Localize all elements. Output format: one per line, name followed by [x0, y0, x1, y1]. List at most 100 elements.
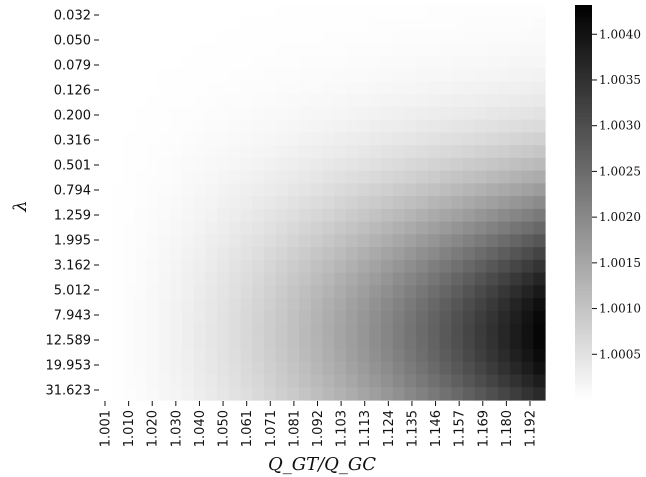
colorbar-segment: [575, 218, 592, 223]
heatmap-cell: [146, 30, 160, 44]
heatmap-cell: [357, 196, 370, 210]
heatmap-cell: [252, 30, 265, 44]
heatmap-cell: [158, 336, 171, 350]
heatmap-cell: [416, 183, 429, 197]
heatmap-cell: [193, 81, 206, 95]
y-tick-label: 19.953: [46, 359, 92, 374]
heatmap-cell: [263, 336, 277, 350]
heatmap-cell: [451, 145, 464, 159]
heatmap-cell: [100, 119, 113, 134]
heatmap-cell: [170, 349, 183, 363]
heatmap-cell: [369, 336, 382, 350]
heatmap-cell: [158, 55, 171, 70]
heatmap-cell: [334, 68, 347, 83]
heatmap-cell: [158, 349, 171, 363]
heatmap-cell: [205, 17, 218, 32]
heatmap-cell: [217, 81, 230, 95]
heatmap-cell: [287, 55, 300, 70]
colorbar-segment: [575, 113, 592, 118]
heatmap-cell: [498, 183, 511, 197]
heatmap-cell: [228, 43, 242, 57]
x-tick-label: 1.081: [287, 410, 302, 447]
colorbar-segment: [575, 278, 592, 283]
colorbar-segment: [575, 228, 592, 233]
heatmap-cell: [111, 30, 125, 44]
heatmap-cell: [146, 374, 160, 388]
heatmap-cell: [404, 361, 417, 376]
x-tick-label: 1.124: [382, 410, 397, 447]
heatmap-cell: [111, 157, 125, 172]
heatmap-cell: [486, 81, 499, 95]
colorbar-segment: [575, 172, 592, 177]
heatmap-cell: [486, 349, 499, 363]
heatmap-cell: [439, 310, 452, 325]
heatmap-cell: [451, 285, 464, 299]
heatmap-cell: [322, 5, 335, 19]
heatmap-cell: [158, 157, 171, 172]
colorbar-segment: [575, 41, 592, 46]
heatmap-cell: [474, 55, 488, 70]
heatmap-cell: [310, 349, 324, 363]
heatmap-cell: [521, 221, 534, 235]
heatmap-cell: [381, 208, 394, 223]
heatmap-cell: [474, 196, 488, 210]
heatmap-cell: [170, 374, 183, 388]
heatmap-cell: [345, 208, 359, 223]
heatmap-cell: [439, 349, 452, 363]
heatmap-cell: [310, 30, 324, 44]
heatmap-cell: [474, 5, 488, 19]
colorbar-segment: [575, 179, 592, 184]
heatmap-cell: [486, 259, 499, 274]
heatmap-cell: [111, 55, 125, 70]
heatmap-cell: [498, 387, 511, 401]
heatmap-cell: [310, 272, 324, 286]
heatmap-cell: [369, 259, 382, 274]
heatmap-cell: [416, 387, 429, 401]
heatmap-cell: [416, 30, 429, 44]
heatmap-cell: [357, 119, 370, 134]
heatmap-cell: [263, 30, 277, 44]
heatmap-cell: [299, 234, 312, 248]
heatmap-cell: [404, 272, 417, 286]
heatmap-cell: [228, 132, 242, 146]
heatmap-cell: [486, 374, 499, 388]
heatmap-cell: [486, 94, 499, 108]
colorbar-segment: [575, 251, 592, 256]
heatmap-cell: [345, 43, 359, 57]
heatmap-cell: [334, 157, 347, 172]
heatmap-cell: [263, 374, 277, 388]
heatmap-cell: [463, 157, 476, 172]
heatmap-cell: [193, 43, 206, 57]
heatmap-cell: [463, 145, 476, 159]
heatmap-cell: [451, 30, 464, 44]
heatmap-cell: [146, 106, 160, 121]
heatmap-cell: [275, 208, 288, 223]
x-tick-label: 1.001: [99, 410, 114, 447]
heatmap-cell: [463, 17, 476, 32]
heatmap-cell: [181, 349, 195, 363]
colorbar-segment: [575, 5, 592, 9]
heatmap-cell: [275, 30, 288, 44]
heatmap-cell: [533, 145, 546, 159]
heatmap-cell: [521, 183, 534, 197]
heatmap-cell: [263, 285, 277, 299]
heatmap-cell: [533, 285, 546, 299]
heatmap-cell: [146, 94, 160, 108]
heatmap-cell: [357, 55, 370, 70]
heatmap-cell: [146, 55, 160, 70]
heatmap-cell: [146, 81, 160, 95]
heatmap-cell: [240, 285, 253, 299]
heatmap-cell: [287, 30, 300, 44]
heatmap-cell: [275, 119, 288, 134]
heatmap-cell: [451, 55, 464, 70]
heatmap-cell: [533, 30, 546, 44]
heatmap-cell: [193, 5, 206, 19]
heatmap-cell: [474, 208, 488, 223]
heatmap-cell: [322, 323, 335, 337]
colorbar-segment: [575, 51, 592, 55]
heatmap-cell: [439, 183, 452, 197]
heatmap-cell: [193, 68, 206, 83]
colorbar-segment: [575, 54, 592, 59]
heatmap-cell: [521, 17, 534, 32]
heatmap-cell: [111, 247, 125, 261]
